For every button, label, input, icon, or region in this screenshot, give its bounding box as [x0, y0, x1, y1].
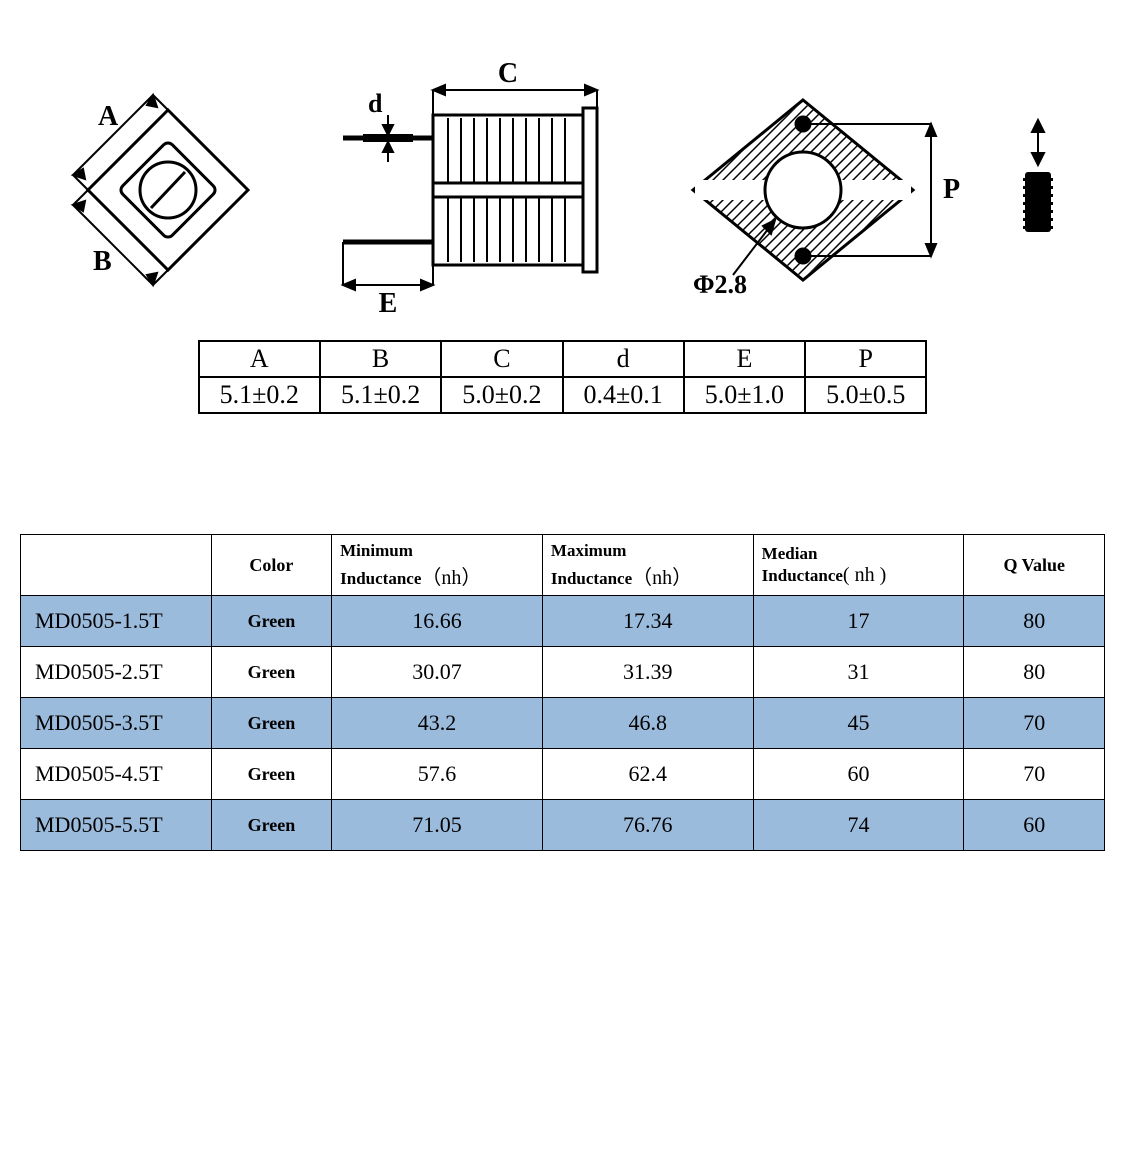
table-row: MD0505-3.5TGreen43.246.84570	[21, 698, 1105, 749]
cell-max: 62.4	[542, 749, 753, 800]
cell-min: 43.2	[332, 698, 543, 749]
cell-median: 45	[753, 698, 964, 749]
cell-q: 70	[964, 698, 1105, 749]
dims-col-d: d	[563, 341, 684, 377]
cell-color: Green	[211, 698, 331, 749]
dims-val-P: 5.0±0.5	[805, 377, 926, 413]
spec-table: Color Minimum Inductance（nh） Maximum Ind…	[20, 534, 1105, 851]
cell-max: 17.34	[542, 596, 753, 647]
table-row: MD0505-4.5TGreen57.662.46070	[21, 749, 1105, 800]
cell-q: 80	[964, 647, 1105, 698]
dims-val-C: 5.0±0.2	[441, 377, 562, 413]
dims-col-P: P	[805, 341, 926, 377]
dimensions-table: A B C d E P 5.1±0.2 5.1±0.2 5.0±0.2 0.4±…	[198, 340, 928, 414]
table-row: MD0505-1.5TGreen16.6617.341780	[21, 596, 1105, 647]
dims-col-B: B	[320, 341, 441, 377]
spec-col-q: Q Value	[964, 535, 1105, 596]
view-bottom: P Φ2.8	[673, 80, 973, 300]
dims-val-A: 5.1±0.2	[199, 377, 320, 413]
cell-min: 16.66	[332, 596, 543, 647]
cell-color: Green	[211, 647, 331, 698]
cell-model: MD0505-5.5T	[21, 800, 212, 851]
cell-median: 17	[753, 596, 964, 647]
spec-col-model	[21, 535, 212, 596]
table-row: MD0505-2.5TGreen30.0731.393180	[21, 647, 1105, 698]
spec-header-row: Color Minimum Inductance（nh） Maximum Ind…	[21, 535, 1105, 596]
cell-model: MD0505-1.5T	[21, 596, 212, 647]
cell-min: 30.07	[332, 647, 543, 698]
cell-max: 76.76	[542, 800, 753, 851]
label-A: A	[98, 101, 119, 132]
label-E: E	[378, 288, 397, 319]
dims-val-E: 5.0±1.0	[684, 377, 805, 413]
view-side: C d E	[313, 60, 643, 320]
cell-median: 31	[753, 647, 964, 698]
spec-col-median: Median Inductance( nh )	[753, 535, 964, 596]
cell-max: 31.39	[542, 647, 753, 698]
cell-median: 60	[753, 749, 964, 800]
cell-q: 60	[964, 800, 1105, 851]
cell-min: 71.05	[332, 800, 543, 851]
label-d: d	[368, 89, 383, 118]
cell-color: Green	[211, 596, 331, 647]
dims-col-E: E	[684, 341, 805, 377]
spec-col-color: Color	[211, 535, 331, 596]
label-P: P	[943, 174, 960, 205]
label-phi: Φ2.8	[693, 270, 747, 299]
dims-col-A: A	[199, 341, 320, 377]
view-top: A B	[53, 80, 283, 300]
spec-col-max: Maximum Inductance（nh）	[542, 535, 753, 596]
diagram-area: A B	[20, 60, 1105, 320]
cell-max: 46.8	[542, 698, 753, 749]
dims-val-B: 5.1±0.2	[320, 377, 441, 413]
cell-color: Green	[211, 749, 331, 800]
core-icon	[1003, 110, 1073, 270]
cell-min: 57.6	[332, 749, 543, 800]
table-row: MD0505-5.5TGreen71.0576.767460	[21, 800, 1105, 851]
spec-col-min: Minimum Inductance（nh）	[332, 535, 543, 596]
dims-value-row: 5.1±0.2 5.1±0.2 5.0±0.2 0.4±0.1 5.0±1.0 …	[199, 377, 927, 413]
dims-col-C: C	[441, 341, 562, 377]
cell-model: MD0505-4.5T	[21, 749, 212, 800]
cell-model: MD0505-3.5T	[21, 698, 212, 749]
dims-val-d: 0.4±0.1	[563, 377, 684, 413]
cell-model: MD0505-2.5T	[21, 647, 212, 698]
label-B: B	[93, 246, 112, 277]
label-C: C	[497, 60, 517, 89]
cell-q: 80	[964, 596, 1105, 647]
dims-header-row: A B C d E P	[199, 341, 927, 377]
cell-color: Green	[211, 800, 331, 851]
cell-median: 74	[753, 800, 964, 851]
cell-q: 70	[964, 749, 1105, 800]
